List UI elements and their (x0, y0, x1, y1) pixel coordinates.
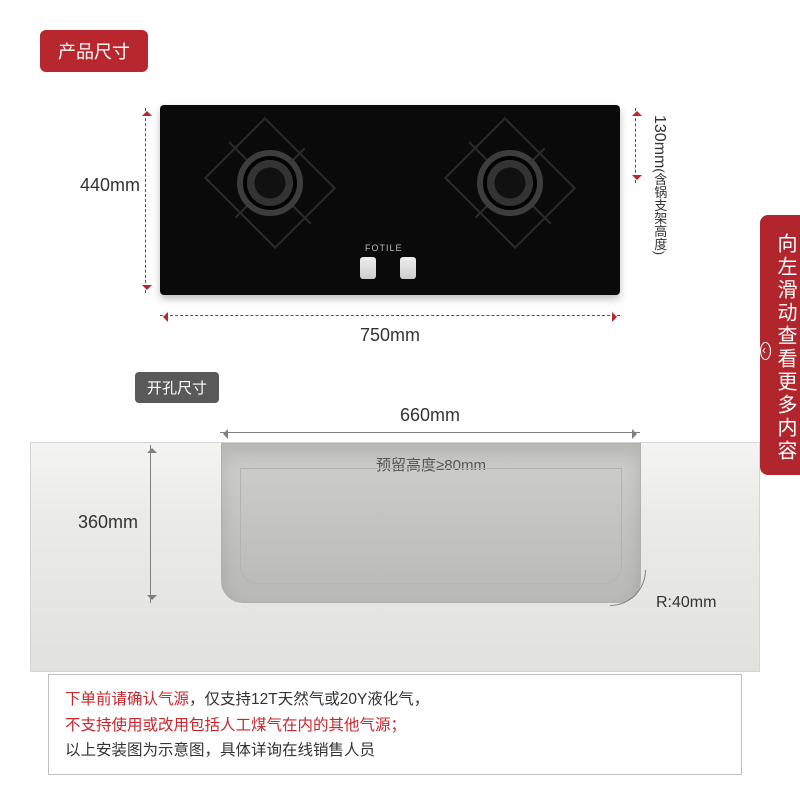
dim-line-750 (160, 315, 620, 316)
cooktop-figure: FOTILE (160, 105, 620, 295)
footer-note: 下单前请确认气源，仅支持12T天然气或20Y液化气， 不支持使用或改用包括人工煤… (48, 674, 742, 775)
dim-360: 360mm (78, 512, 138, 533)
ribbon-text: 向左滑动查看更多内容 (771, 233, 800, 463)
brand-label: FOTILE (365, 243, 403, 253)
knob-right (400, 257, 416, 279)
note-1b: ，仅支持12T天然气或20Y液化气， (189, 691, 429, 708)
note-3: 以上安装图为示意图，具体详询在线销售人员 (65, 742, 375, 759)
dim-line-360 (150, 445, 151, 603)
swipe-ribbon[interactable]: 向左滑动查看更多内容 ‹ (760, 215, 800, 475)
dim-130: 130mm(含锅支架高度) (650, 115, 669, 255)
cutout-hole: 预留高度≥80mm (221, 443, 641, 603)
cooktop-body: FOTILE (160, 105, 620, 295)
dim-130-sub: (含锅支架高度) (652, 168, 667, 255)
dim-750: 750mm (360, 325, 420, 346)
dim-radius: R:40mm (656, 594, 716, 612)
dim-440: 440mm (80, 175, 140, 196)
note-2: 不支持使用或改用包括人工煤气在内的其他气源； (65, 717, 406, 734)
burner-left (200, 123, 340, 243)
cutout-label: 开孔尺寸 (135, 372, 219, 403)
dim-line-130 (635, 108, 636, 183)
cutout-inner-line (240, 468, 622, 584)
burner-right (440, 123, 580, 243)
knob-left (360, 257, 376, 279)
chevron-left-icon: ‹ (760, 342, 771, 360)
dim-line-660 (220, 432, 640, 433)
dim-130-value: 130mm (651, 115, 668, 168)
countertop: 预留高度≥80mm (30, 442, 760, 672)
dim-660: 660mm (400, 405, 460, 426)
dim-line-440 (145, 108, 146, 293)
title-badge: 产品尺寸 (40, 30, 148, 72)
note-1a: 下单前请确认气源 (65, 691, 189, 708)
